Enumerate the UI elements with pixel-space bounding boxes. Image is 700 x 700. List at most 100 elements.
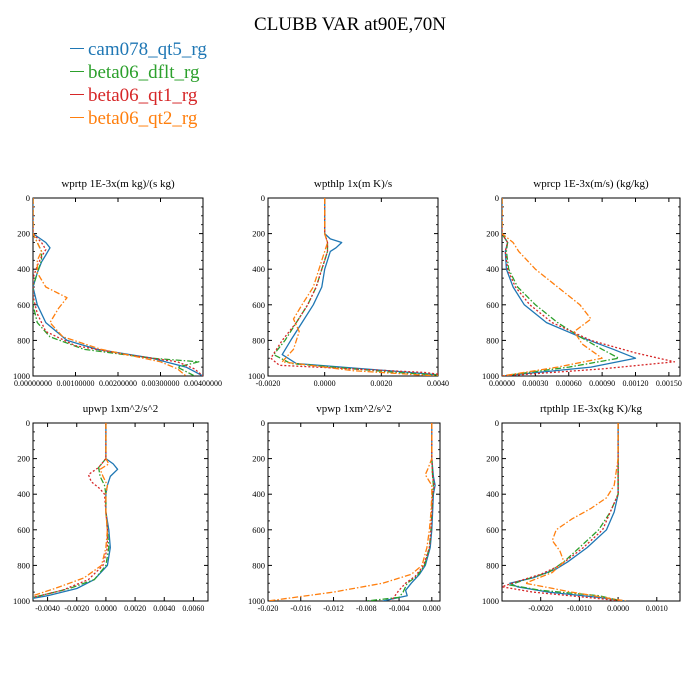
x-tick-label: 0.0020 (124, 604, 146, 613)
y-tick-label: 0 (26, 193, 30, 203)
legend-label: beta06_dflt_rg (88, 62, 200, 83)
y-tick-label: 800 (486, 560, 499, 570)
x-tick-label: 0.00030 (522, 379, 548, 388)
legend-item: beta06_dflt_rg (70, 61, 207, 84)
legend-label: beta06_qt1_rg (88, 85, 198, 106)
x-tick-label: 0.00090 (589, 379, 615, 388)
chart-title: wprcp 1E-3x(m/s) (kg/kg) (533, 178, 649, 190)
y-tick-label: 800 (17, 560, 30, 570)
y-tick-label: 1000 (482, 371, 499, 381)
y-tick-label: 0 (26, 418, 30, 428)
legend-swatch-blue (70, 48, 84, 50)
plot-frame (501, 422, 681, 602)
x-tick-label: 0.00000 (489, 379, 515, 388)
y-tick-label: 800 (252, 560, 265, 570)
x-tick-label: -0.0040 (35, 604, 60, 613)
series-line-cam078_qt5_rg (33, 198, 203, 376)
y-tick-label: 0 (495, 418, 499, 428)
x-tick-label: 0.00060 (556, 379, 582, 388)
y-tick-label: 400 (17, 489, 30, 499)
y-tick-label: 400 (252, 264, 265, 274)
series-line-beta06_qt2_rg (281, 198, 438, 376)
series-line-beta06_qt2_rg (33, 423, 110, 597)
chart-panel-6: rtpthlp 1E-3x(kg K)/kg 0 200 400 600 800 1000 -… (482, 403, 681, 613)
y-tick-label: 200 (252, 229, 265, 239)
y-tick-label: 800 (17, 335, 30, 345)
plot-frame (32, 422, 209, 602)
legend-swatch-green (70, 71, 84, 73)
y-tick-label: 600 (17, 525, 30, 535)
x-tick-label: -0.016 (290, 604, 311, 613)
x-tick-label: 0.00000000 (14, 379, 52, 388)
y-tick-label: 400 (17, 264, 30, 274)
x-tick-label: 0.0060 (182, 604, 204, 613)
x-tick-label: 0.00300000 (142, 379, 180, 388)
x-tick-label: 0.00100000 (57, 379, 95, 388)
series-line-beta06_qt2_rg (502, 198, 603, 376)
legend-label: cam078_qt5_rg (88, 39, 207, 60)
y-tick-label: 600 (252, 300, 265, 310)
legend-label: beta06_qt2_rg (88, 108, 198, 129)
x-tick-label: -0.0020 (256, 379, 281, 388)
y-tick-label: 0 (261, 418, 265, 428)
x-tick-label: 0.0040 (427, 379, 449, 388)
series-line-beta06_qt2_rg (524, 423, 626, 601)
y-tick-label: 0 (495, 193, 499, 203)
legend-item: beta06_qt1_rg (70, 84, 207, 107)
y-tick-label: 400 (486, 264, 499, 274)
series-line-beta06_qt1_rg (502, 423, 623, 601)
legend-item: beta06_qt2_rg (70, 107, 207, 130)
y-tick-label: 600 (17, 300, 30, 310)
series-line-beta06_dflt_rg (33, 198, 200, 376)
x-tick-label: 0.00200000 (99, 379, 137, 388)
legend-swatch-orange (70, 117, 84, 119)
series-line-beta06_dflt_rg (509, 423, 623, 601)
chart-title: vpwp 1xm^2/s^2 (316, 403, 391, 415)
y-tick-label: 200 (17, 229, 30, 239)
x-tick-label: 0.0000 (314, 379, 336, 388)
y-tick-label: 1000 (482, 596, 499, 606)
legend-swatch-red (70, 94, 84, 96)
series-line-beta06_qt1_rg (390, 423, 435, 601)
series-line-beta06_qt2_rg (33, 198, 187, 376)
y-tick-label: 200 (17, 454, 30, 464)
y-tick-label: 800 (486, 335, 499, 345)
y-tick-label: 1000 (248, 596, 265, 606)
x-tick-label: -0.020 (258, 604, 279, 613)
x-tick-label: 0.00150 (656, 379, 682, 388)
chart-title: rtpthlp 1E-3x(kg K)/kg (540, 403, 643, 415)
y-tick-label: 1000 (248, 371, 265, 381)
series-line-beta06_dflt_rg (366, 423, 435, 601)
x-tick-label: 0.000 (423, 604, 441, 613)
series-line-beta06_qt1_rg (33, 423, 109, 599)
chart-title: upwp 1xm^2/s^2 (83, 403, 158, 415)
x-tick-label: 0.0000 (607, 604, 629, 613)
y-tick-label: 400 (486, 489, 499, 499)
plot-frame (267, 422, 441, 602)
y-tick-label: 400 (252, 489, 265, 499)
x-tick-label: 0.00400000 (184, 379, 222, 388)
series-line-beta06_qt1_rg (33, 198, 203, 376)
y-tick-label: 1000 (13, 371, 30, 381)
series-line-beta06_dflt_rg (502, 198, 620, 376)
plot-frame (501, 197, 681, 377)
x-tick-label: -0.008 (356, 604, 377, 613)
y-tick-label: 200 (486, 454, 499, 464)
chart-panel-2: wpthlp 1x(m K)/s 0 200 400 600 800 1000-0.0020… (248, 178, 449, 388)
y-tick-label: 600 (486, 525, 499, 535)
y-tick-label: 1000 (13, 596, 30, 606)
series-line-cam078_qt5_rg (281, 198, 438, 376)
x-tick-label: -0.012 (323, 604, 344, 613)
series-line-beta06_dflt_rg (33, 423, 110, 599)
y-tick-label: 0 (261, 193, 265, 203)
chart-title: wpthlp 1x(m K)/s (314, 178, 392, 190)
chart-panel-4: upwp 1xm^2/s^2 0 200 400 600 800 1000 -0.0040 -0… (13, 403, 209, 613)
series-line-beta06_dflt_rg (273, 198, 438, 376)
x-tick-label: 0.0020 (370, 379, 392, 388)
legend: cam078_qt5_rg beta06_dflt_rg beta06_qt1_… (70, 38, 207, 130)
figure-title: CLUBB VAR at90E,70N (254, 14, 446, 35)
chart-panel-3: wprcp 1E-3x(m/s) (kg/kg) 0 200 400 600 800 100… (482, 178, 682, 388)
x-tick-label: 0.0010 (646, 604, 668, 613)
series-line-cam078_qt5_rg (382, 423, 436, 601)
legend-item: cam078_qt5_rg (70, 38, 207, 61)
